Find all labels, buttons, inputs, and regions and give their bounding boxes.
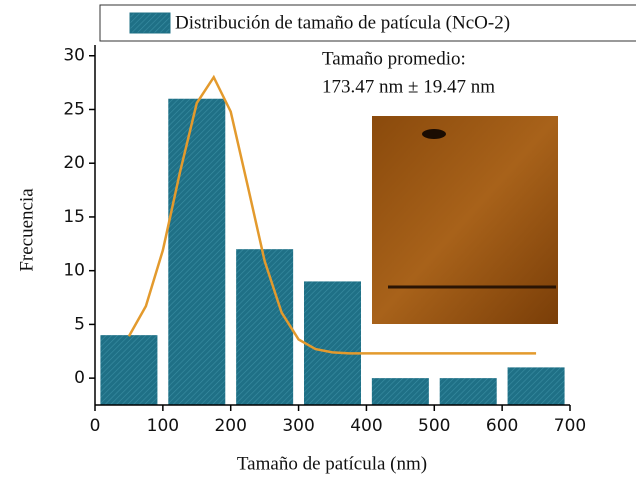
y-axis-label: Frecuencia — [16, 188, 37, 272]
x-tick-label: 0 — [90, 416, 101, 436]
x-tick-label: 600 — [486, 416, 518, 436]
y-tick-label: 25 — [63, 99, 85, 119]
annotation: Tamaño promedio: — [322, 48, 466, 69]
y-tick-label: 30 — [63, 46, 85, 66]
x-tick-label: 700 — [554, 416, 586, 436]
x-tick-label: 200 — [214, 416, 246, 436]
bar — [236, 249, 293, 405]
legend-swatch — [130, 13, 170, 33]
y-tick-label: 5 — [74, 314, 85, 334]
y-tick-label: 15 — [63, 207, 85, 227]
y-tick-label: 0 — [74, 368, 85, 388]
annotation: 173.47 nm ± 19.47 nm — [322, 76, 495, 97]
bar — [440, 378, 497, 405]
x-tick-label: 300 — [282, 416, 314, 436]
bar — [168, 99, 225, 405]
bar — [100, 335, 157, 405]
x-tick-label: 100 — [147, 416, 179, 436]
x-tick-label: 500 — [418, 416, 450, 436]
bar — [372, 378, 429, 405]
afm-feature — [422, 129, 446, 139]
bar — [508, 367, 565, 405]
bar — [304, 281, 361, 405]
y-tick-label: 20 — [63, 153, 85, 173]
x-tick-label: 400 — [350, 416, 382, 436]
x-axis-label: Tamaño de patícula (nm) — [237, 453, 427, 474]
y-tick-label: 10 — [63, 261, 85, 281]
legend-label: Distribución de tamaño de patícula (NcO-… — [175, 12, 510, 33]
afm-inset-image — [372, 116, 558, 324]
chart: Distribución de tamaño de patícula (NcO-… — [0, 0, 636, 480]
